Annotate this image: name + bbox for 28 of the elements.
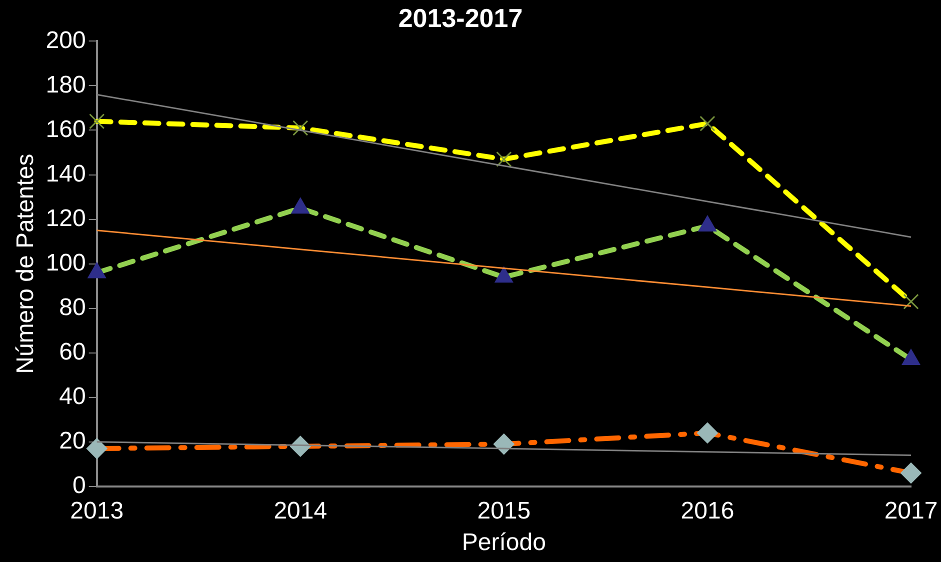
y-tick-label: 200 (46, 26, 86, 54)
point (86, 438, 108, 460)
y-tick-label: 180 (46, 71, 86, 98)
point (696, 422, 718, 444)
point (900, 462, 922, 484)
y-tick-label: 20 (59, 428, 86, 455)
point (903, 294, 919, 310)
y-tick-label: 0 (72, 472, 86, 500)
chart-title: 2013-2017 (398, 2, 523, 33)
x-tick-label: 2015 (477, 497, 531, 524)
y-axis-title: Número de Patentes (12, 154, 40, 374)
y-tick-label: 140 (46, 160, 86, 188)
x-tick-label: 2017 (884, 497, 938, 524)
point (493, 434, 514, 455)
x-tick-label: 2013 (70, 497, 124, 524)
y-tick-label: 80 (59, 294, 86, 321)
point (89, 114, 105, 130)
point (700, 116, 716, 132)
x-tick-label: 2014 (274, 497, 328, 524)
x-axis-title: Período (462, 529, 546, 556)
point (292, 120, 308, 136)
y-tick-label: 100 (46, 249, 86, 276)
y-tick-label: 40 (59, 382, 86, 410)
y-tick-label: 60 (59, 338, 86, 366)
y-tick-label: 160 (46, 116, 86, 143)
x-tick-label: 2016 (680, 497, 734, 524)
point (496, 151, 512, 167)
y-tick-label: 120 (46, 204, 86, 232)
